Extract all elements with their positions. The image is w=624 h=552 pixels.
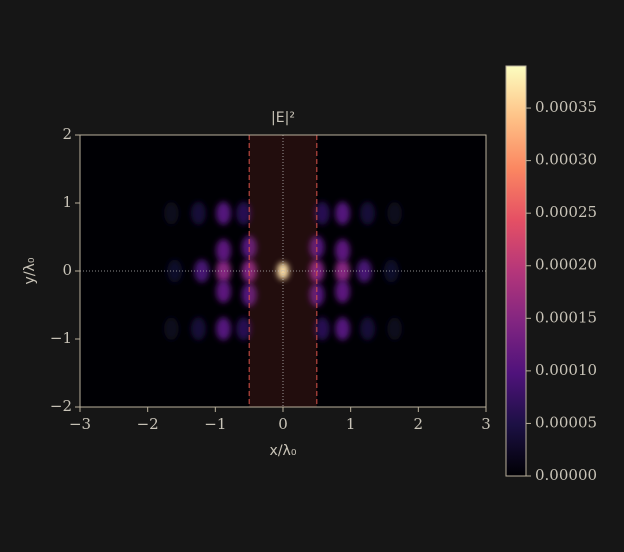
heat-spot [194,259,210,283]
y-tick-label: −2 [50,397,72,415]
colorbar-tick-label: 0.00030 [535,151,597,169]
heat-spot [335,201,350,225]
heat-spot [387,317,403,341]
y-tick-label: −1 [50,329,72,347]
heat-spot [163,317,179,341]
heat-spot [383,259,399,283]
heat-spot [216,239,231,263]
heatmap [163,201,403,341]
y-tick-label: 1 [62,193,72,211]
heat-spot [387,201,403,225]
heat-spot [163,201,179,225]
x-tick-label: −2 [137,415,159,433]
heat-spot [216,279,231,303]
heat-spot [335,259,350,283]
heat-spot [360,317,376,341]
heat-spot [236,201,252,225]
heat-spot [356,259,372,283]
x-tick-label: 0 [278,415,288,433]
heat-spot [335,317,350,341]
y-tick-label: 0 [62,261,72,279]
x-tick-label: −3 [69,415,91,433]
y-axis-label: y/λ₀ [22,257,38,284]
heat-spot [190,317,206,341]
colorbar-tick-label: 0.00020 [535,256,597,274]
x-tick-label: 3 [481,415,491,433]
heat-spot [335,239,350,263]
heat-spot [335,279,350,303]
heat-spot [216,317,231,341]
heat-spot [314,201,330,225]
x-axis-label: x/λ₀ [270,443,297,459]
heat-spot [167,259,183,283]
heat-spot [216,259,231,283]
chart-title: |E|² [271,110,295,126]
heat-spot [314,317,330,341]
heat-spot [216,201,231,225]
heat-spot [190,201,206,225]
colorbar-tick-label: 0.00035 [535,98,597,116]
x-tick-label: 1 [346,415,356,433]
heat-spot [236,317,252,341]
y-tick-label: 2 [62,125,72,143]
heat-spot [360,201,376,225]
colorbar-tick-label: 0.00005 [535,413,597,431]
colorbar-tick-label: 0.00025 [535,203,597,221]
colorbar [505,65,527,477]
x-tick-label: −1 [204,415,226,433]
colorbar-tick-label: 0.00000 [535,466,597,484]
x-tick-label: 2 [414,415,424,433]
colorbar-tick-label: 0.00010 [535,361,597,379]
colorbar-tick-label: 0.00015 [535,308,597,326]
heat-spot [309,283,325,307]
heat-spot [241,283,257,307]
